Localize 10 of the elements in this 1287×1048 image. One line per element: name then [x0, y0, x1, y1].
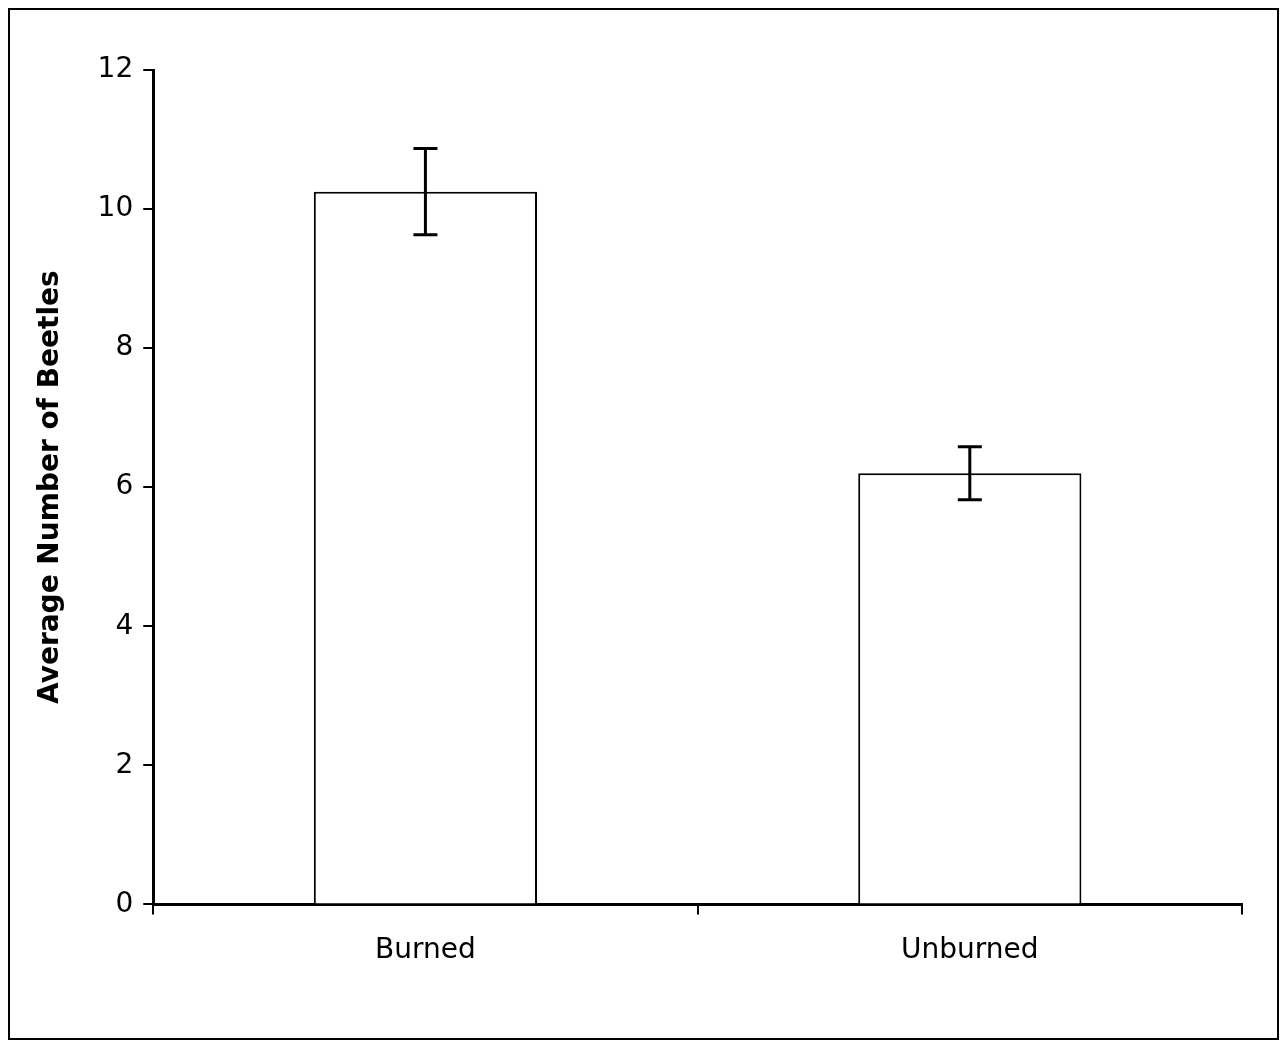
- y-tick-label: 4: [115, 607, 134, 641]
- y-tick-label: 8: [115, 329, 134, 363]
- y-tick-label: 6: [115, 468, 134, 502]
- y-tick-label: 10: [97, 190, 134, 224]
- x-tick-label: Unburned: [901, 932, 1039, 966]
- x-tick-label: Burned: [375, 932, 476, 966]
- y-tick-label: 2: [115, 746, 134, 780]
- y-tick-label: 0: [115, 885, 134, 919]
- y-tick-label: 12: [97, 51, 134, 85]
- y-axis-title: Average Number of Beetles: [32, 270, 66, 705]
